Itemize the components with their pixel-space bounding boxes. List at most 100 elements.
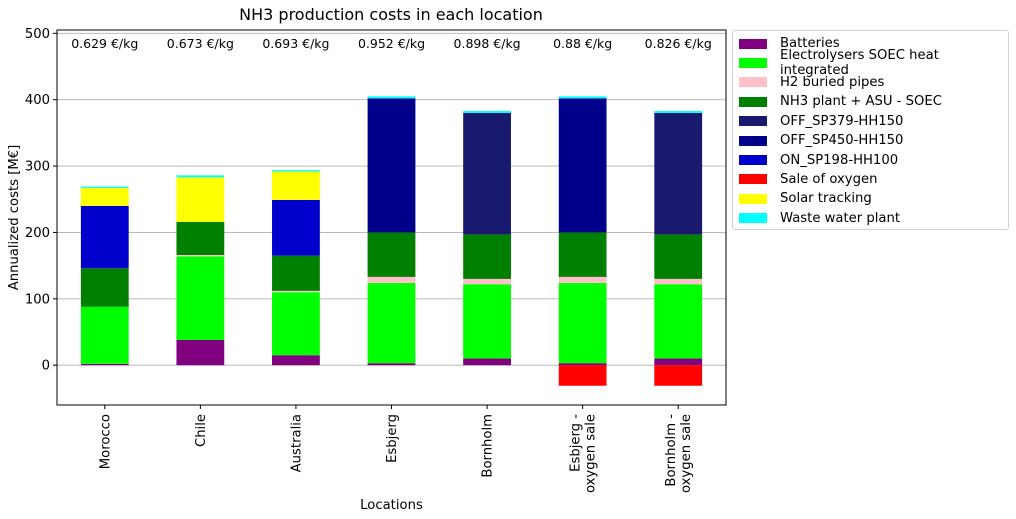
legend-label: Electrolysers SOEC heat integrated <box>780 48 939 79</box>
y-tick-label: 500 <box>25 27 50 42</box>
legend-swatch <box>739 96 767 107</box>
y-axis: 0 100 200 300 400 500 <box>25 27 57 374</box>
x-tick-label: Bornholm <box>481 414 496 478</box>
cost-annotation: 0.952 €/kg <box>358 36 425 51</box>
legend-label: NH3 plant + ASU - SOEC <box>780 94 942 110</box>
legend-label: Sale of oxygen <box>780 171 878 187</box>
bar-segment-nh3-plant-asu-soec <box>367 232 416 277</box>
legend-swatch <box>739 174 767 185</box>
x-tick-label: Bornholm -oxygen sale <box>664 414 694 493</box>
legend-item: Electrolysers SOEC heat integrated <box>733 48 1008 78</box>
bar-segment-h2-buried-pipes <box>176 255 225 257</box>
bar-segment-waste-water-plant <box>272 170 320 172</box>
y-tick-label: 300 <box>25 160 50 175</box>
legend-label: ON_SP198-HH100 <box>780 152 899 168</box>
bar-segment-electrolysers-soec-heat-integrated <box>463 284 511 359</box>
x-tick-label: Esbjerg <box>385 414 400 463</box>
bar-segment-waste-water-plant <box>463 110 511 113</box>
bar-segment-h2-buried-pipes <box>367 276 416 283</box>
legend-item: Sale of oxygen <box>733 170 1008 189</box>
y-tick-label: 200 <box>25 226 50 241</box>
bar-segment-nh3-plant-asu-soec <box>176 221 225 255</box>
legend-swatch <box>739 155 767 166</box>
bar-segment-nh3-plant-asu-soec <box>558 232 607 277</box>
legend-item: H2 buried pipes <box>733 73 1008 92</box>
bar-segment-batteries <box>558 363 607 366</box>
legend-label: H2 buried pipes <box>780 74 885 90</box>
plot-frame <box>56 29 727 406</box>
bar-segment-h2-buried-pipes <box>558 276 607 283</box>
annotations-group: 0.629 €/kg 0.673 €/kg 0.693 €/kg 0.952 €/kg… <box>71 36 712 51</box>
x-tick-label: Australia <box>289 414 304 472</box>
bar-segment-batteries <box>463 358 511 366</box>
bars-group <box>80 96 703 386</box>
legend-item: Batteries <box>733 34 1008 53</box>
cost-annotation: 0.693 €/kg <box>262 36 329 51</box>
chart-title: NH3 production costs in each location <box>239 5 543 24</box>
legend-item: NH3 plant + ASU - SOEC <box>733 92 1008 111</box>
bar-segment-off-sp450-hh150 <box>558 98 607 233</box>
bar-segment-electrolysers-soec-heat-integrated <box>80 306 129 364</box>
y-tick-label: 400 <box>25 93 50 108</box>
y-tick-label: 100 <box>25 292 50 307</box>
bar-segment-batteries <box>80 363 129 366</box>
legend-label: Waste water plant <box>780 210 901 226</box>
bar-segment-solar-tracking <box>176 177 225 222</box>
legend-item: Solar tracking <box>733 189 1008 208</box>
legend-swatch <box>739 38 767 49</box>
legend-swatch <box>739 213 767 224</box>
x-tick-label: Chile <box>194 414 209 447</box>
bar-segment-electrolysers-soec-heat-integrated <box>367 282 416 364</box>
legend-item: OFF_SP450-HH150 <box>733 131 1008 150</box>
bar-segment-electrolysers-soec-heat-integrated <box>558 282 607 364</box>
bar-segment-off-sp379-hh150 <box>654 112 703 235</box>
x-tick-label: Esbjerg -oxygen sale <box>569 414 599 493</box>
x-axis: Morocco Chile Australia Esbjerg Bornholm Esbj… <box>98 405 694 493</box>
legend: Batteries Electrolysers SOEC heat integra… <box>732 30 1009 230</box>
bar-segment-h2-buried-pipes <box>654 278 703 285</box>
bar-segment-nh3-plant-asu-soec <box>272 255 320 291</box>
legend-label: Batteries <box>780 36 840 52</box>
bar-segment-off-sp379-hh150 <box>463 112 511 235</box>
cost-annotation: 0.898 €/kg <box>454 36 521 51</box>
x-axis-label: Locations <box>360 498 423 513</box>
legend-item: Waste water plant <box>733 209 1008 228</box>
cost-annotation: 0.88 €/kg <box>553 36 612 51</box>
x-tick-label: Morocco <box>98 414 113 469</box>
bar-segment-batteries <box>272 355 320 366</box>
legend-label: Solar tracking <box>780 191 872 207</box>
bar-segment-nh3-plant-asu-soec <box>654 234 703 279</box>
legend-swatch <box>739 58 767 69</box>
bar-segment-h2-buried-pipes <box>463 278 511 285</box>
bar-segment-batteries <box>654 358 703 366</box>
bar-segment-solar-tracking <box>80 187 129 206</box>
legend-swatch <box>739 116 767 127</box>
cost-annotation: 0.673 €/kg <box>167 36 234 51</box>
bar-segment-on-sp198-hh100 <box>80 205 129 269</box>
cost-annotation: 0.826 €/kg <box>645 36 712 51</box>
legend-label: OFF_SP450-HH150 <box>780 133 904 149</box>
bar-segment-solar-tracking <box>272 171 320 200</box>
bar-segment-waste-water-plant <box>654 110 703 113</box>
cost-annotation: 0.629 €/kg <box>71 36 138 51</box>
bar-segment-nh3-plant-asu-soec <box>80 268 129 307</box>
y-axis-label: Annualized costs [M€] <box>7 145 22 291</box>
bar-segment-sale-of-oxygen <box>654 365 703 386</box>
bar-segment-electrolysers-soec-heat-integrated <box>272 292 320 356</box>
bar-segment-off-sp450-hh150 <box>367 98 416 233</box>
bar-segment-waste-water-plant <box>80 186 129 188</box>
bar-segment-batteries <box>367 363 416 366</box>
bar-segment-electrolysers-soec-heat-integrated <box>176 256 225 340</box>
legend-item: OFF_SP379-HH150 <box>733 112 1008 131</box>
bar-segment-electrolysers-soec-heat-integrated <box>654 284 703 359</box>
legend-swatch <box>739 193 767 204</box>
bar-segment-h2-buried-pipes <box>272 290 320 293</box>
bar-segment-nh3-plant-asu-soec <box>463 234 511 279</box>
legend-swatch <box>739 135 767 146</box>
y-tick-label: 0 <box>42 359 50 374</box>
legend-item: ON_SP198-HH100 <box>733 150 1008 169</box>
bar-segment-batteries <box>176 339 225 366</box>
bar-segment-waste-water-plant <box>367 96 416 99</box>
bar-segment-waste-water-plant <box>558 96 607 99</box>
